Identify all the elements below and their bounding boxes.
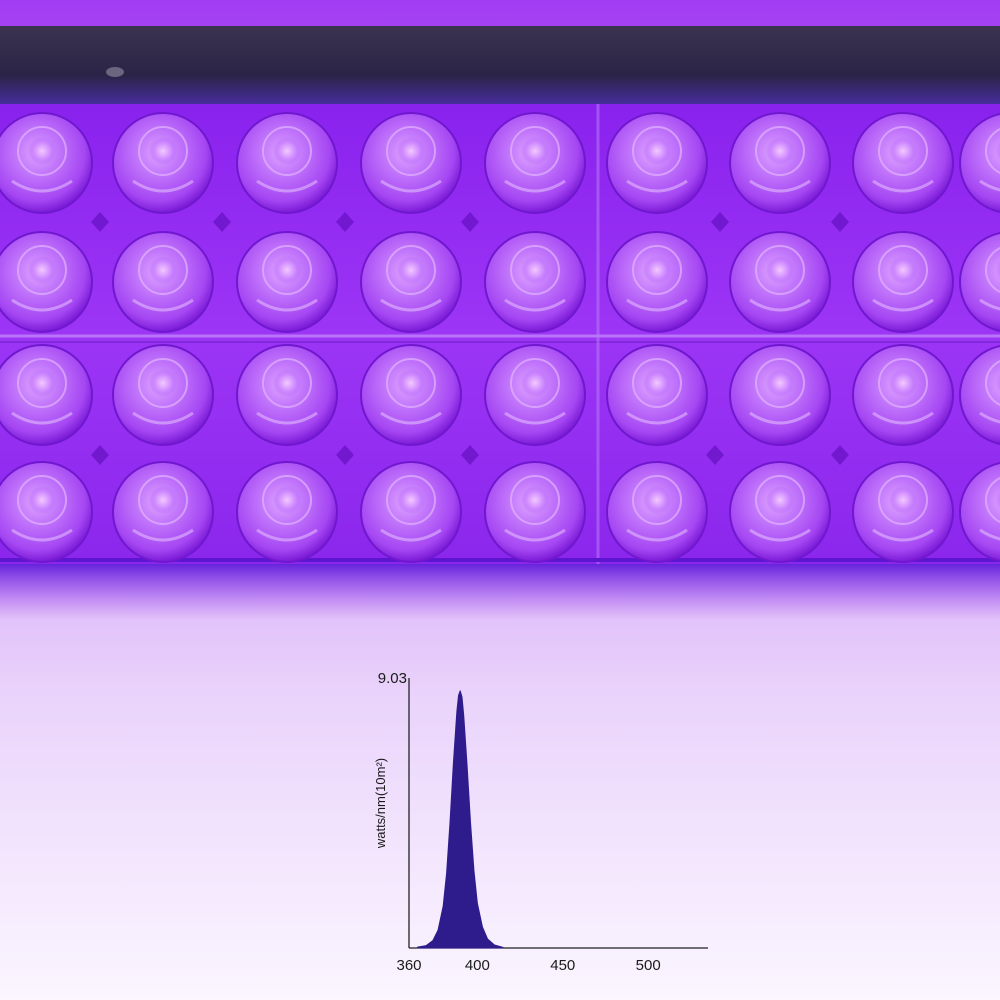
spectrum-peak-area (417, 690, 504, 949)
series-layer (417, 690, 504, 949)
y-max-tick-label: 9.03 (378, 670, 407, 687)
y-axis-title: watts/nm(10m²) (373, 758, 388, 849)
x-tick-label: 360 (396, 957, 421, 974)
x-tick-label: 500 (636, 957, 661, 974)
x-tick-label: 400 (465, 957, 490, 974)
x-tick-labels: 360 400 450 500 (396, 957, 660, 974)
x-tick-label: 450 (550, 957, 575, 974)
